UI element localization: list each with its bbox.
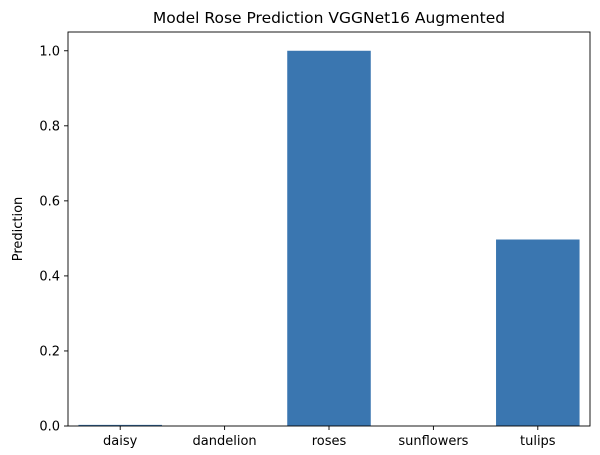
- bar-roses: [287, 50, 371, 427]
- y-tick-label: 1.0: [39, 44, 60, 59]
- bar-tulips: [496, 239, 580, 426]
- bars-group: [78, 50, 580, 427]
- y-axis-ticks: 0.0 0.2 0.4 0.6 0.8 1.0: [39, 44, 68, 435]
- x-tick-label-dandelion: dandelion: [193, 434, 257, 449]
- y-tick-label: 0.4: [39, 269, 60, 284]
- x-tick-label-tulips: tulips: [520, 434, 556, 449]
- x-axis-ticks: daisy dandelion roses sunflowers tulips: [103, 426, 556, 449]
- y-tick-label: 0.8: [39, 119, 60, 134]
- bar-daisy: [78, 424, 162, 426]
- chart-title: Model Rose Prediction VGGNet16 Augmented: [153, 9, 505, 27]
- y-tick-label: 0.6: [39, 194, 60, 209]
- x-tick-label-sunflowers: sunflowers: [398, 434, 468, 449]
- y-axis-title: Prediction: [11, 197, 26, 262]
- y-tick-label: 0.0: [39, 420, 60, 435]
- y-tick-label: 0.2: [39, 344, 60, 359]
- x-tick-label-roses: roses: [312, 434, 347, 449]
- plot-frame: [67, 31, 591, 427]
- x-tick-label-daisy: daisy: [103, 434, 138, 449]
